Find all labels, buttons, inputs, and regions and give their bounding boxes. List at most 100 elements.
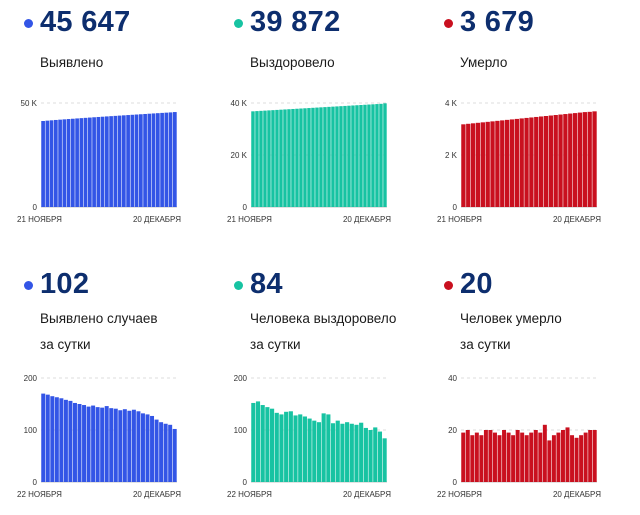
bar xyxy=(163,423,168,482)
bar xyxy=(377,431,383,482)
bar xyxy=(339,106,343,207)
bar xyxy=(331,106,335,207)
bar xyxy=(168,112,173,207)
bar xyxy=(355,105,359,207)
chart-cumulative-cases: 0 50 K 21 НОЯБРЯ 20 ДЕКАБРЯ xyxy=(17,99,181,224)
bar xyxy=(461,124,466,207)
bar xyxy=(480,122,485,207)
y-tick-label: 40 xyxy=(448,374,457,383)
bar xyxy=(335,420,340,482)
bar xyxy=(72,402,77,482)
bar xyxy=(299,108,303,207)
panel-daily-deaths: 20 Человек умерло за сутки 0 20 40 22 НОЯБР… xyxy=(437,262,637,512)
bar xyxy=(41,120,45,207)
bar xyxy=(66,119,71,207)
label-line: Выявлено случаев xyxy=(40,311,158,326)
label-line: Умерло xyxy=(460,55,508,70)
bar xyxy=(373,427,378,482)
bar xyxy=(45,394,50,482)
bar xyxy=(367,104,371,207)
bar xyxy=(524,435,529,482)
bar xyxy=(343,105,347,207)
bar xyxy=(582,112,587,207)
daily-deaths-number: 20 xyxy=(460,268,493,300)
label-line: за сутки xyxy=(40,337,91,352)
y-tick-label: 0 xyxy=(243,478,248,487)
bar xyxy=(96,116,101,207)
bar xyxy=(497,435,502,482)
bar xyxy=(461,432,466,482)
bar xyxy=(68,400,73,482)
y-tick-label: 40 K xyxy=(231,99,248,108)
bar xyxy=(345,422,350,482)
bar xyxy=(50,396,55,482)
bar xyxy=(164,112,169,207)
bar xyxy=(583,432,588,482)
panel-cumulative-recovered: 39 872 Выздоровело 0 20 K 40 K 21 НОЯБРЯ 20 … xyxy=(227,0,427,250)
x-start-label: 21 НОЯБРЯ xyxy=(17,215,62,224)
dot-green-marker xyxy=(234,19,243,28)
bar xyxy=(515,430,520,482)
bar xyxy=(172,428,177,482)
bar xyxy=(506,432,511,482)
bar xyxy=(312,420,317,482)
bar xyxy=(91,405,96,482)
bar xyxy=(488,430,493,482)
bar xyxy=(502,430,507,482)
bar xyxy=(113,408,118,482)
bar xyxy=(159,422,164,482)
bar xyxy=(368,430,373,482)
bar xyxy=(538,116,544,207)
chart-cumulative-deaths: 0 2 K 4 K 21 НОЯБРЯ 20 ДЕКАБРЯ xyxy=(437,99,601,224)
x-start-label: 22 НОЯБРЯ xyxy=(17,490,62,499)
label-line: за сутки xyxy=(250,337,301,352)
bar xyxy=(293,415,298,482)
bar xyxy=(363,104,367,207)
bar xyxy=(519,118,524,207)
label-line: Выявлено xyxy=(40,55,104,70)
bar xyxy=(122,115,126,207)
bar xyxy=(71,118,75,207)
bar xyxy=(62,119,67,207)
daily-recovered-label: Человека выздоровело за сутки xyxy=(250,306,396,358)
bar xyxy=(319,107,323,207)
bar xyxy=(538,432,543,482)
bar xyxy=(470,435,475,482)
daily-deaths-label: Человек умерло за сутки xyxy=(460,306,562,358)
bar xyxy=(100,116,105,207)
y-tick-label: 20 xyxy=(448,426,457,435)
bar xyxy=(122,409,127,482)
dot-green-marker xyxy=(234,281,243,290)
bar xyxy=(556,432,561,482)
bar xyxy=(126,115,130,207)
bar xyxy=(136,411,141,482)
bar xyxy=(511,435,516,482)
bar xyxy=(524,117,529,207)
bar xyxy=(143,113,147,207)
bar xyxy=(283,109,287,207)
bar xyxy=(570,435,575,482)
bar xyxy=(79,118,84,207)
bar xyxy=(335,106,339,207)
bar xyxy=(572,113,578,207)
bar xyxy=(321,413,326,482)
bar xyxy=(326,414,331,482)
bar xyxy=(500,120,505,207)
x-start-label: 22 НОЯБРЯ xyxy=(437,490,482,499)
daily-cases-label: Выявлено случаев за сутки xyxy=(40,306,158,358)
bar xyxy=(548,115,553,207)
bar xyxy=(327,106,331,207)
x-end-label: 20 ДЕКАБРЯ xyxy=(343,490,391,499)
bar xyxy=(383,103,387,207)
bar xyxy=(347,105,351,207)
bar xyxy=(77,404,82,482)
dot-blue-marker xyxy=(24,19,33,28)
y-tick-label: 20 K xyxy=(231,151,248,160)
bar xyxy=(279,414,284,482)
bar xyxy=(495,120,500,207)
bar xyxy=(375,104,379,207)
panel-daily-cases: 102 Выявлено случаев за сутки 0 100 200 22 … xyxy=(17,262,217,512)
bar xyxy=(534,116,539,207)
y-tick-label: 4 K xyxy=(445,99,458,108)
bar xyxy=(529,432,534,482)
